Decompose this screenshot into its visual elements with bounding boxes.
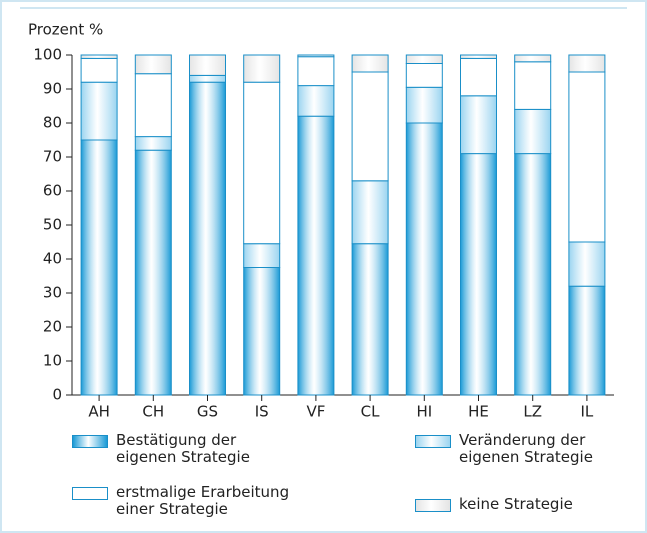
bar-segment [80,54,118,59]
bar-segment [189,81,226,396]
bar-segment [405,122,443,396]
x-tick-label: GS [197,403,218,421]
bar-segment [568,54,606,73]
bar-segment [405,86,443,124]
legend-item: Veränderung der eigenen Strategie [415,432,639,466]
y-tick-label: 30 [43,284,62,302]
bar-segment [568,241,606,287]
bar-segment [80,139,118,396]
legend-label: Bestätigung der eigenen Strategie [116,431,250,466]
legend-swatch [415,435,451,448]
y-tick-label: 10 [43,352,62,370]
bar-segment [460,95,497,155]
bar-segment [297,85,335,117]
y-tick-label: 90 [43,80,62,98]
y-axis-label: Prozent % [28,21,103,39]
y-tick-label: 0 [52,386,62,404]
y-tick-label: 60 [43,182,62,200]
bar-segment [405,54,443,64]
x-tick-label: HE [468,403,489,421]
legend-swatch [72,487,108,500]
y-tick-label: 50 [43,216,62,234]
legend-item: keine Strategie [415,496,647,513]
legend-swatch [72,435,108,448]
bar-segment [351,54,389,73]
legend-swatch [415,499,451,512]
bar-segment [568,71,606,243]
y-tick-label: 100 [33,46,62,64]
bar-segment [297,56,335,87]
bar-segment [243,81,281,245]
x-tick-label: LZ [523,403,542,421]
legend-item: Bestätigung der eigenen Strategie [72,432,286,466]
legend-label: erstmalige Erarbeitung einer Strategie [116,483,290,518]
bar-segment [134,149,172,396]
legend-label: Veränderung der eigenen Strategie [459,431,593,466]
bar-segment [460,57,497,97]
bar-segment [514,54,552,63]
x-tick-label: VF [306,403,325,421]
x-tick-label: HI [416,403,432,421]
bar-segment [134,73,172,138]
bar-segment [297,115,335,396]
bar-segment [189,74,226,83]
bar-segment [351,243,389,396]
legend-label: keine Strategie [459,495,573,513]
bar-segment [243,54,281,83]
x-tick-label: CL [361,403,380,421]
y-tick-label: 80 [43,114,62,132]
y-tick-label: 20 [43,318,62,336]
y-tick-label: 70 [43,148,62,166]
bar-segment [460,153,497,396]
bar-segment [568,285,606,396]
bar-segment [514,61,552,110]
bar-segment [514,108,552,155]
x-tick-label: CH [142,403,164,421]
bar-segment [80,57,118,83]
bar-segment [351,180,389,245]
bar-segment [460,54,497,59]
x-tick-label: IS [255,403,269,421]
legend-item: erstmalige Erarbeitung einer Strategie [72,484,306,518]
bar-segment [189,54,226,76]
y-tick-label: 40 [43,250,62,268]
bar-segment [134,136,172,151]
bar-segment [514,153,552,396]
bar-segment [405,63,443,88]
bar-segment [243,267,281,396]
bar-segment [134,54,172,75]
bar-segment [351,71,389,182]
bar-segment [297,54,335,58]
bar-segment [243,243,281,268]
bar-segment [80,81,118,141]
x-tick-label: AH [88,403,110,421]
x-tick-label: IL [581,403,594,421]
